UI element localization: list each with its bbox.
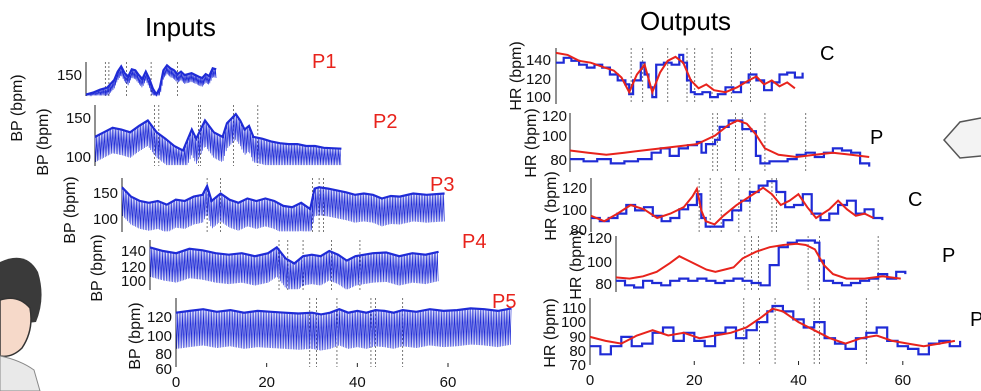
bp-envelope-line (175, 307, 512, 316)
panel-1: 150 100 BP (bpm) P1 (9, 0, 350, 142)
hr-predicted-line (555, 51, 796, 96)
hr-measured-line (616, 239, 907, 289)
y-axis-label: HR (bpm) (568, 230, 585, 299)
y-axis-label: HR (bpm) (542, 298, 559, 367)
y-tick-label: 110 (562, 300, 586, 317)
y-tick-label: 90 (569, 329, 586, 346)
panel-label: P1 (312, 51, 336, 73)
y-tick-label: 140 (526, 52, 551, 69)
y-tick-label: 80 (570, 222, 587, 239)
y-tick-label: 100 (526, 89, 551, 106)
y-axis-label: BP (bpm) (35, 108, 52, 175)
y-tick-label: 80 (550, 152, 567, 169)
y-tick-label: 100 (147, 328, 172, 345)
y-axis-label: HR (bpm) (523, 108, 540, 177)
panel-8: 120 100 80 HR (bpm) C (543, 171, 922, 240)
hr-predicted-line (590, 186, 874, 226)
y-tick-label: 100 (542, 128, 567, 145)
x-tick-label: 0 (586, 372, 594, 389)
x-tick-label: 60 (894, 372, 911, 389)
y-axis-label: BP (bpm) (127, 302, 144, 369)
y-tick-label: 80 (595, 276, 612, 293)
hr-measured-line (570, 119, 871, 167)
panel-9: 120 100 80 HR (bpm) P (568, 230, 955, 300)
y-tick-label: 150 (66, 110, 91, 127)
hr-predicted-line (615, 242, 901, 280)
panel-3: 150 100 BP (bpm) P3 (62, 174, 458, 244)
x-tick-label: 40 (790, 372, 807, 389)
x-tick-label: 20 (258, 374, 275, 391)
panel-label: P4 (462, 231, 486, 253)
panel-label: P (942, 245, 955, 267)
bp-envelope-line (85, 63, 217, 97)
y-tick-label: 150 (57, 67, 82, 84)
panel-label: P2 (373, 111, 397, 133)
cartoon-figure-icon (0, 257, 42, 391)
panel-label: C (908, 189, 922, 211)
y-axis-label: BP (bpm) (9, 74, 26, 141)
y-axis-label: BP (bpm) (62, 176, 79, 243)
y-axis-label: HR (bpm) (508, 41, 525, 110)
y-tick-label: 80 (569, 343, 586, 360)
bp-waveform (175, 308, 512, 351)
y-tick-label: 120 (526, 71, 551, 88)
panel-background (86, 62, 350, 96)
y-tick-label: 100 (57, 0, 82, 4)
panel-background (591, 178, 922, 232)
hr-predicted-line (589, 307, 956, 348)
bp-waveform (149, 247, 439, 290)
bp-waveform (85, 65, 217, 97)
panel-background (95, 105, 425, 166)
x-tick-label: 0 (172, 374, 180, 391)
bp-envelope-line (94, 112, 342, 153)
panel-2: 150 100 BP (bpm) P2 (35, 105, 425, 176)
y-axis-label: BP (bpm) (89, 234, 106, 301)
hr-measured-line (590, 304, 962, 356)
outputs-heading: Outputs (640, 6, 731, 36)
y-tick-label: 100 (587, 254, 612, 271)
bp-envelope-line (149, 245, 439, 265)
x-tick-label: 60 (440, 374, 457, 391)
y-tick-label: 120 (587, 230, 612, 247)
y-tick-label: 100 (93, 211, 118, 228)
y-tick-label: 100 (562, 202, 587, 219)
x-tick-label: 20 (686, 372, 703, 389)
y-tick-label: 140 (121, 243, 146, 260)
arrow-icon (942, 117, 981, 159)
panel-label: P (870, 127, 883, 149)
y-tick-label: 100 (121, 273, 146, 290)
y-tick-label: 100 (561, 314, 586, 331)
y-tick-label: 120 (147, 309, 172, 326)
y-axis-label: HR (bpm) (543, 171, 560, 240)
y-tick-label: 80 (155, 346, 172, 363)
hr-predicted-line (569, 119, 870, 159)
inputs-heading: Inputs (145, 12, 216, 42)
bp-envelope-line (121, 183, 445, 211)
y-tick-label: 120 (562, 180, 587, 197)
y-tick-label: 150 (93, 185, 118, 202)
panel-label: P3 (430, 174, 454, 196)
bp-waveform (94, 114, 342, 166)
panel-label: P5 (492, 291, 516, 313)
panel-label: P (970, 309, 981, 331)
y-tick-label: 60 (155, 361, 172, 378)
panel-label: C (820, 43, 834, 65)
y-tick-label: 70 (569, 357, 586, 374)
y-tick-label: 120 (542, 108, 567, 125)
y-tick-label: 100 (66, 149, 91, 166)
x-tick-label: 40 (349, 374, 366, 391)
bp-waveform (121, 186, 445, 232)
y-tick-label: 120 (121, 259, 146, 276)
